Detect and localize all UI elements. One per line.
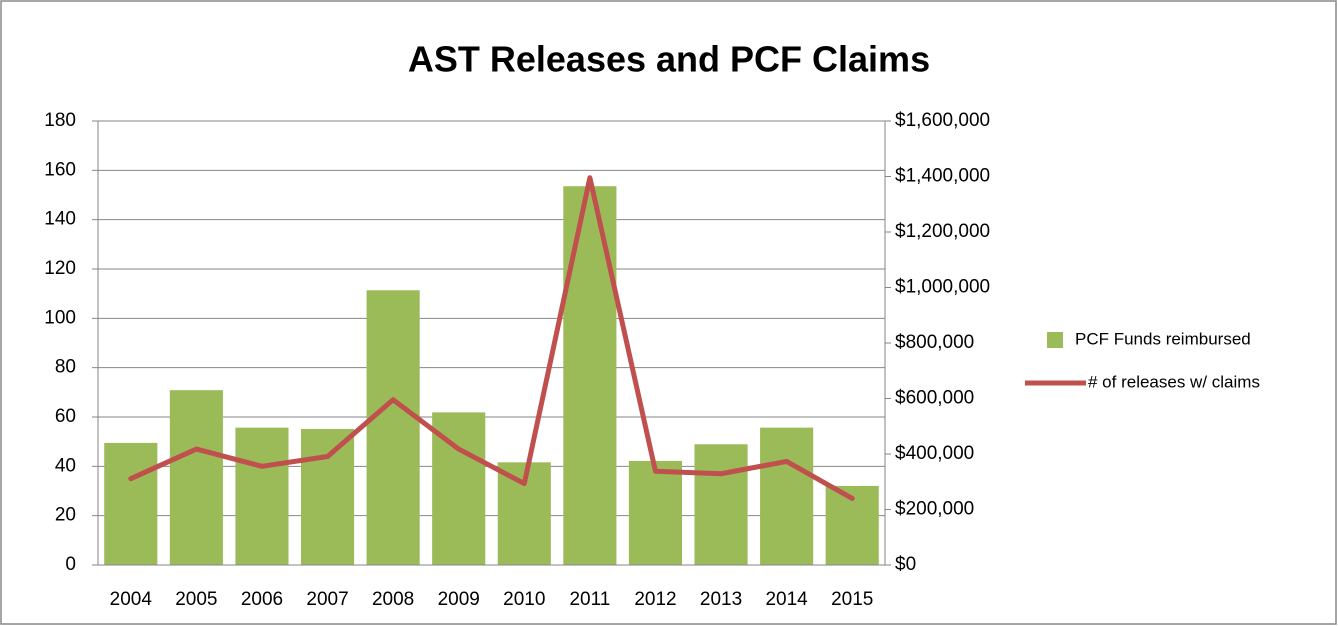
line-series xyxy=(128,175,855,501)
y-tick-label: 160 xyxy=(44,159,76,180)
y-tick-label: 20 xyxy=(55,505,76,526)
x-tick-label: 2012 xyxy=(634,589,676,610)
chart-title: AST Releases and PCF Claims xyxy=(408,39,930,80)
y-tick-label: 80 xyxy=(55,357,76,378)
x-tick-label: 2015 xyxy=(831,589,873,610)
y2-tick-label: $200,000 xyxy=(895,499,974,520)
bar xyxy=(366,290,420,565)
y-tick-label: 180 xyxy=(44,110,76,131)
y-tick-label: 40 xyxy=(55,455,76,476)
y2-tick-label: $1,400,000 xyxy=(895,166,990,187)
y2-tick-label: $1,000,000 xyxy=(895,277,990,298)
y2-tick-label: $0 xyxy=(895,554,916,575)
x-tick-label: 2007 xyxy=(306,589,348,610)
y2-tick-label: $1,600,000 xyxy=(895,110,990,131)
bar xyxy=(104,442,158,565)
bar xyxy=(169,390,223,565)
x-tick-label: 2005 xyxy=(175,589,217,610)
legend-label: # of releases w/ claims xyxy=(1088,372,1260,391)
legend-swatch xyxy=(1047,332,1063,348)
x-tick-label: 2013 xyxy=(700,589,742,610)
bar xyxy=(760,427,814,565)
y-tick-label: 0 xyxy=(65,554,76,575)
bar xyxy=(563,186,617,565)
x-tick-label: 2011 xyxy=(569,589,610,610)
x-tick-label: 2009 xyxy=(438,589,480,610)
x-tick-label: 2010 xyxy=(503,589,545,610)
y2-tick-label: $1,200,000 xyxy=(895,221,990,242)
legend-label: PCF Funds reimbursed xyxy=(1075,329,1251,348)
bar xyxy=(300,429,355,565)
y2-tick-label: $600,000 xyxy=(895,388,974,409)
y-tick-label: 100 xyxy=(44,307,76,328)
y2-tick-label: $400,000 xyxy=(895,443,974,464)
x-tick-label: 2006 xyxy=(241,589,283,610)
y-tick-label: 140 xyxy=(44,209,76,230)
bar xyxy=(235,427,289,565)
bar xyxy=(694,444,748,565)
x-tick-label: 2004 xyxy=(110,589,153,610)
y-tick-label: 120 xyxy=(44,258,76,279)
x-tick-label: 2014 xyxy=(765,589,808,610)
x-tick-label: 2008 xyxy=(372,589,414,610)
bar xyxy=(628,460,683,565)
y2-tick-label: $800,000 xyxy=(895,332,974,353)
y-tick-label: 60 xyxy=(55,406,76,427)
